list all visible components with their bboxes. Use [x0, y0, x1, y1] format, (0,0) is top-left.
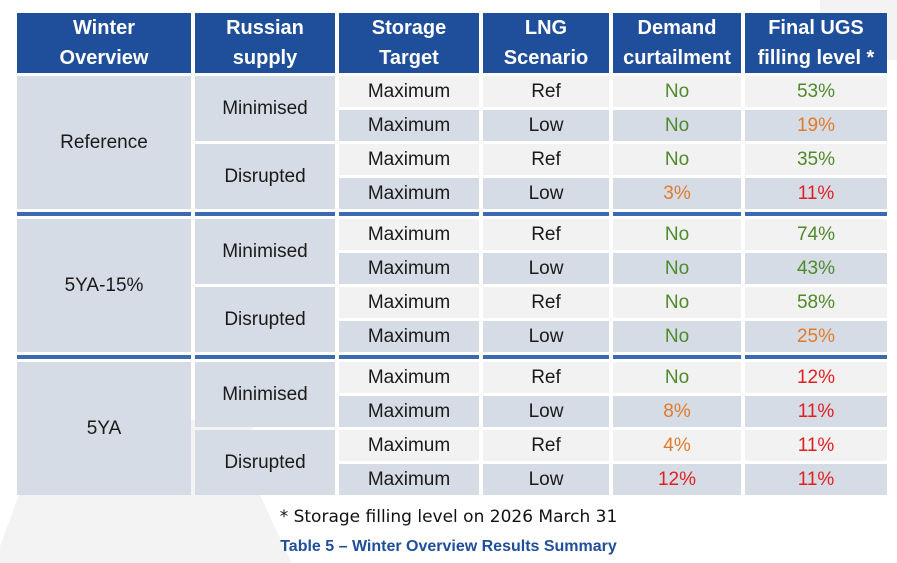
table-row: Disrupted Maximum Ref 4% 11% — [17, 430, 887, 495]
lng-cell: Ref — [483, 144, 609, 175]
header-storage-target: Storage Target — [339, 13, 479, 73]
final-level-cell: 74% — [745, 219, 887, 250]
group-separator — [17, 212, 887, 216]
lng-cell: Ref — [483, 287, 609, 318]
supply-label: Minimised — [195, 219, 335, 284]
demand-cell: No — [613, 321, 741, 352]
table-row: 5YA Minimised Maximum Ref No 12% — [17, 362, 887, 495]
table-row: 5YA-15% Minimised Maximum Ref No 74% — [17, 219, 887, 352]
demand-cell: 4% — [613, 430, 741, 461]
header-russian-supply: Russian supply — [195, 13, 335, 73]
lng-cell: Low — [483, 110, 609, 141]
storage-cell: Maximum — [339, 430, 479, 461]
supply-label: Minimised — [195, 362, 335, 427]
group-label: Reference — [17, 76, 191, 209]
demand-cell: No — [613, 287, 741, 318]
demand-cell: No — [613, 144, 741, 175]
storage-cell: Maximum — [339, 321, 479, 352]
demand-cell: No — [613, 76, 741, 107]
final-level-cell: 19% — [745, 110, 887, 141]
demand-cell: No — [613, 362, 741, 393]
final-level-cell: 58% — [745, 287, 887, 318]
table-row: Disrupted Maximum Ref No 58% — [17, 287, 887, 352]
header-winter-overview: Winter Overview — [17, 13, 191, 73]
demand-cell: 12% — [613, 464, 741, 495]
storage-cell: Maximum — [339, 219, 479, 250]
final-level-cell: 25% — [745, 321, 887, 352]
final-level-cell: 12% — [745, 362, 887, 393]
final-level-cell: 11% — [745, 464, 887, 495]
group-separator — [17, 355, 887, 359]
supply-label: Disrupted — [195, 144, 335, 209]
table-row: Disrupted Maximum Ref No 35% — [17, 144, 887, 209]
supply-label: Disrupted — [195, 287, 335, 352]
storage-cell: Maximum — [339, 362, 479, 393]
header-lng-scenario: LNG Scenario — [483, 13, 609, 73]
lng-cell: Ref — [483, 430, 609, 461]
demand-cell: No — [613, 253, 741, 284]
group-label: 5YA — [17, 362, 191, 495]
demand-cell: 3% — [613, 178, 741, 209]
demand-cell: No — [613, 219, 741, 250]
demand-cell: 8% — [613, 396, 741, 427]
header-demand-curtailment: Demand curtailment — [613, 13, 741, 73]
final-level-cell: 35% — [745, 144, 887, 175]
final-level-cell: 11% — [745, 178, 887, 209]
lng-cell: Low — [483, 178, 609, 209]
table-row: Maximum Low No 19% — [17, 110, 887, 141]
final-level-cell: 11% — [745, 430, 887, 461]
final-level-cell: 43% — [745, 253, 887, 284]
header-final-ugs-filling-level: Final UGS filling level * — [745, 13, 887, 73]
results-table: Winter Overview Russian supply Storage Targ… — [13, 10, 891, 498]
supply-label: Disrupted — [195, 430, 335, 495]
supply-label: Minimised — [195, 76, 335, 141]
storage-cell: Maximum — [339, 178, 479, 209]
storage-cell: Maximum — [339, 287, 479, 318]
table-row: Maximum Low 8% 11% — [17, 396, 887, 427]
lng-cell: Ref — [483, 76, 609, 107]
storage-cell: Maximum — [339, 396, 479, 427]
group-label: 5YA-15% — [17, 219, 191, 352]
table-caption: Table 5 – Winter Overview Results Summar… — [280, 538, 617, 555]
lng-cell: Ref — [483, 362, 609, 393]
lng-cell: Ref — [483, 219, 609, 250]
header-row: Winter Overview Russian supply Storage Targ… — [17, 13, 887, 73]
final-level-cell: 53% — [745, 76, 887, 107]
table-row: Reference Minimised Maximum Ref No 53% — [17, 76, 887, 209]
storage-cell: Maximum — [339, 76, 479, 107]
table-footnote: * Storage filling level on 2026 March 31 — [279, 507, 618, 527]
lng-cell: Low — [483, 253, 609, 284]
demand-cell: No — [613, 110, 741, 141]
lng-cell: Low — [483, 396, 609, 427]
final-level-cell: 11% — [745, 396, 887, 427]
table-row: Maximum Low No 25% — [17, 321, 887, 352]
storage-cell: Maximum — [339, 464, 479, 495]
lng-cell: Low — [483, 321, 609, 352]
table-row: Maximum Low No 43% — [17, 253, 887, 284]
table-row: Maximum Low 3% 11% — [17, 178, 887, 209]
storage-cell: Maximum — [339, 253, 479, 284]
table-row: Maximum Low 12% 11% — [17, 464, 887, 495]
lng-cell: Low — [483, 464, 609, 495]
storage-cell: Maximum — [339, 144, 479, 175]
storage-cell: Maximum — [339, 110, 479, 141]
